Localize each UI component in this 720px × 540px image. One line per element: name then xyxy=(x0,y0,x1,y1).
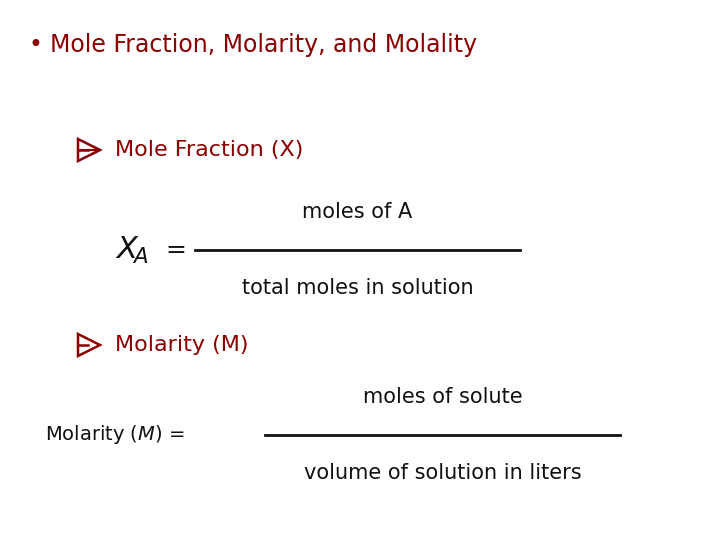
Text: =: = xyxy=(165,238,186,262)
Text: moles of solute: moles of solute xyxy=(363,387,522,407)
Text: Molarity ($\mathit{M}$) =: Molarity ($\mathit{M}$) = xyxy=(45,423,184,447)
Text: moles of A: moles of A xyxy=(302,202,413,222)
Text: Molarity (M): Molarity (M) xyxy=(115,335,248,355)
Text: total moles in solution: total moles in solution xyxy=(242,278,473,298)
Text: volume of solution in liters: volume of solution in liters xyxy=(304,463,581,483)
Text: •: • xyxy=(28,33,42,57)
Text: $\mathit{X}_{\!\mathit{A}}$: $\mathit{X}_{\!\mathit{A}}$ xyxy=(115,234,149,266)
Text: Mole Fraction (X): Mole Fraction (X) xyxy=(115,140,303,160)
Text: Mole Fraction, Molarity, and Molality: Mole Fraction, Molarity, and Molality xyxy=(50,33,477,57)
